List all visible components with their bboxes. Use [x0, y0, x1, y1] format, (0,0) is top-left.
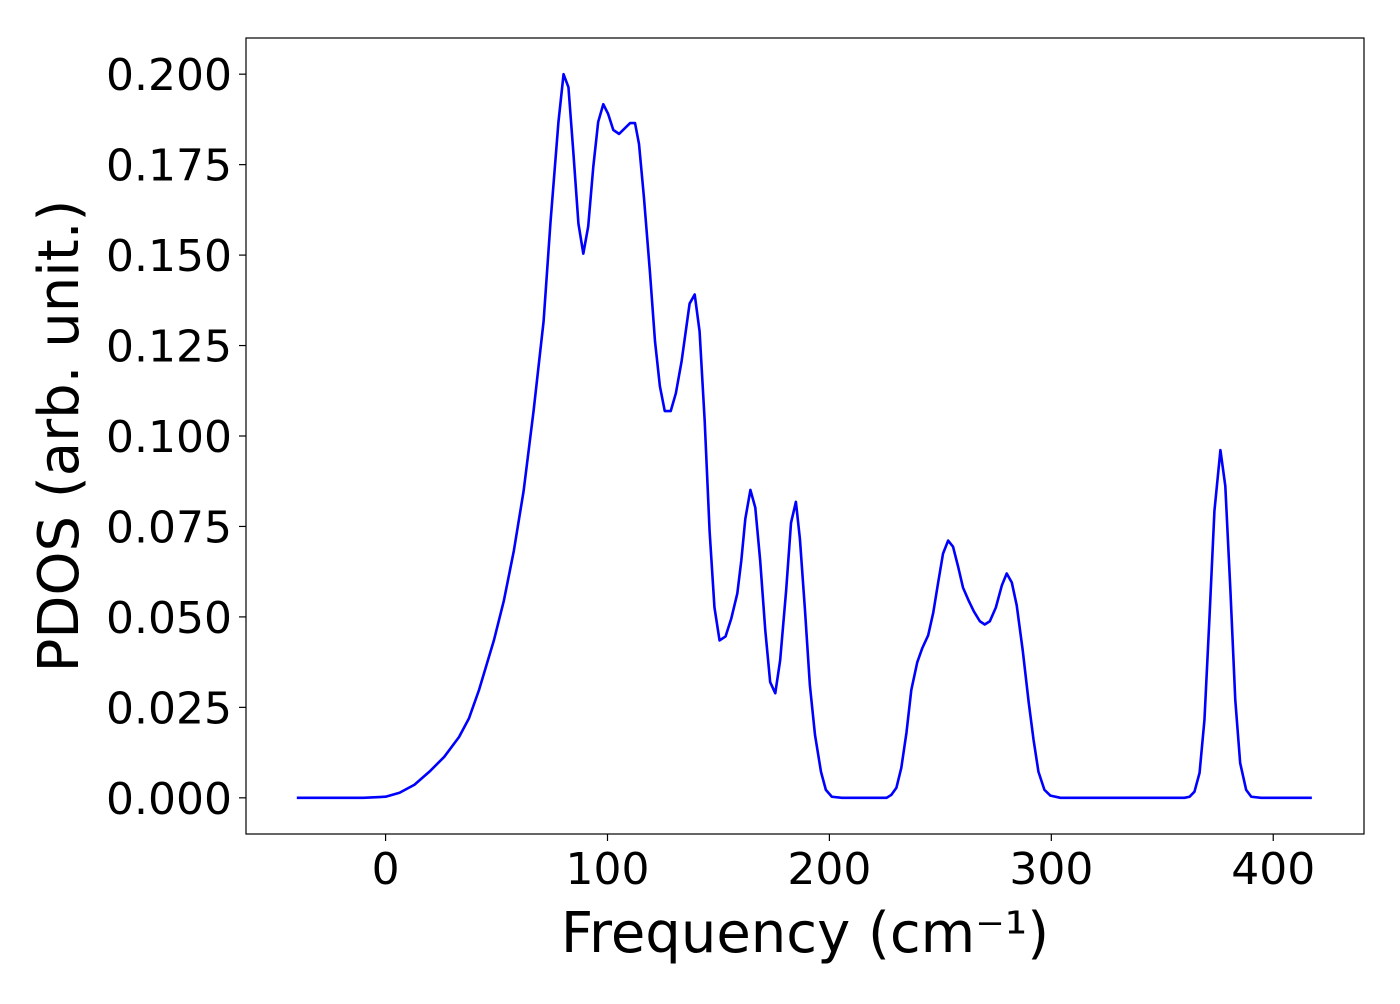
y-tick-label: 0.075	[106, 502, 232, 553]
x-tick-label: 200	[787, 844, 871, 895]
pdos-line	[296, 72, 1312, 800]
y-tick-label: 0.125	[106, 322, 232, 373]
x-tick-label: 0	[372, 844, 400, 895]
y-axis-label: PDOS (arb. unit.)	[27, 200, 92, 673]
y-tick-label: 0.200	[106, 50, 232, 101]
y-tick-label: 0.100	[106, 412, 232, 463]
y-tick-label: 0.175	[106, 141, 232, 192]
x-tick-label: 300	[1009, 844, 1093, 895]
x-tick-label: 400	[1231, 844, 1315, 895]
y-tick-label: 0.025	[106, 683, 232, 734]
y-tick-label: 0.050	[106, 593, 232, 644]
y-tick-label: 0.150	[106, 231, 232, 282]
y-tick-label: 0.000	[106, 774, 232, 825]
x-tick-label: 100	[566, 844, 650, 895]
plot-frame	[245, 37, 1365, 835]
x-axis-label: Frequency (cm⁻¹)	[561, 901, 1049, 966]
